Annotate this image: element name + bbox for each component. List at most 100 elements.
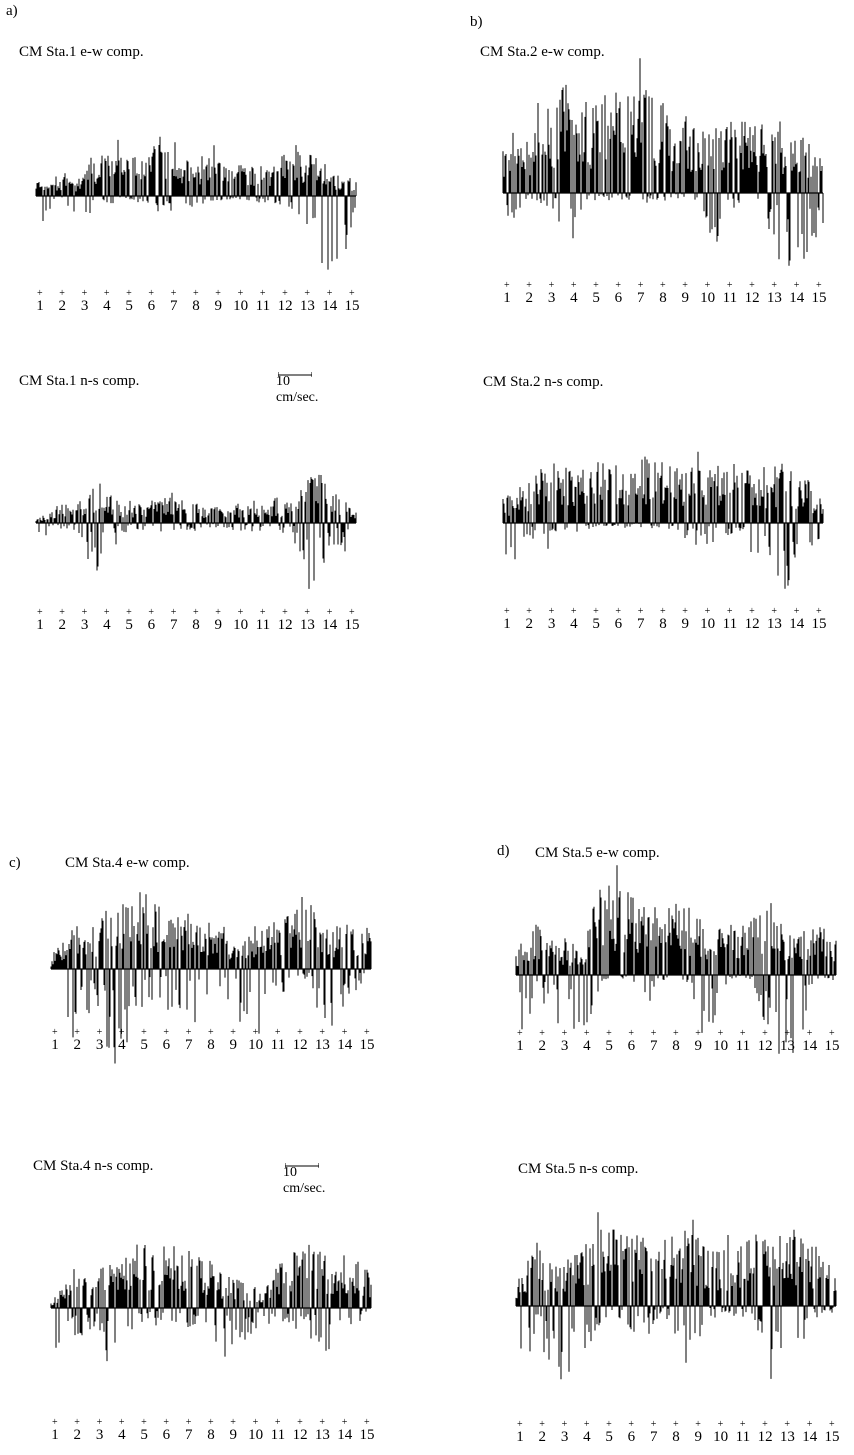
tick-label: 14 <box>337 1037 353 1053</box>
tick-mark: + <box>97 1417 103 1428</box>
tick-label: 4 <box>103 617 111 633</box>
tick-mark: + <box>593 606 599 617</box>
sta2-ew-chart: +1+2+3+4+5+6+7+8+9+10+11+12+13+14+15 <box>502 58 827 306</box>
tick-label: 10 <box>700 616 715 632</box>
tick-label: 2 <box>59 617 67 633</box>
tick-mark: + <box>794 606 800 617</box>
tick-label: 14 <box>802 1038 818 1054</box>
tick-label: 14 <box>322 298 338 314</box>
tick-label: 3 <box>561 1038 569 1054</box>
tick-label: 4 <box>118 1037 126 1053</box>
tick-mark: + <box>208 1027 214 1038</box>
tick-label: 8 <box>672 1429 680 1445</box>
tick-label: 14 <box>337 1427 353 1443</box>
tick-mark: + <box>794 280 800 291</box>
tick-label: 12 <box>758 1429 773 1445</box>
tick-mark: + <box>141 1417 147 1428</box>
trace-bars <box>502 58 824 266</box>
tick-mark: + <box>364 1027 370 1038</box>
tick-label: 5 <box>605 1429 613 1445</box>
velocity-trace <box>515 1212 837 1380</box>
tick-mark: + <box>238 288 244 299</box>
tick-label: 2 <box>74 1427 82 1443</box>
tick-mark: + <box>304 607 310 618</box>
tick-mark: + <box>74 1027 80 1038</box>
velocity-trace <box>50 1244 372 1362</box>
tick-label: 7 <box>185 1427 193 1443</box>
tick-mark: + <box>349 288 355 299</box>
tick-mark: + <box>584 1028 590 1039</box>
tick-mark: + <box>606 1419 612 1430</box>
tick-label: 10 <box>233 617 248 633</box>
tick-label: 11 <box>271 1427 285 1443</box>
tick-mark: + <box>749 280 755 291</box>
sta5-ew-chart: +1+2+3+4+5+6+7+8+9+10+11+12+13+14+15 <box>515 865 840 1054</box>
tick-label: 14 <box>322 617 338 633</box>
velocity-trace <box>35 136 357 270</box>
trace-bars <box>515 865 837 1054</box>
tick-mark: + <box>52 1417 58 1428</box>
sta5-ns-chart: +1+2+3+4+5+6+7+8+9+10+11+12+13+14+15 <box>515 1212 840 1445</box>
tick-label: 1 <box>36 617 44 633</box>
tick-label: 11 <box>736 1038 750 1054</box>
tick-mark: + <box>571 280 577 291</box>
sta4-ew-chart: +1+2+3+4+5+6+7+8+9+10+11+12+13+14+15 <box>50 892 375 1064</box>
tick-mark: + <box>275 1417 281 1428</box>
tick-label: 13 <box>767 290 782 306</box>
velocity-trace <box>502 451 824 589</box>
tick-mark: + <box>816 606 822 617</box>
tick-mark: + <box>193 288 199 299</box>
tick-mark: + <box>230 1027 236 1038</box>
tick-label: 4 <box>103 298 111 314</box>
tick-mark: + <box>275 1027 281 1038</box>
tick-label: 4 <box>570 290 578 306</box>
tick-mark: + <box>784 1028 790 1039</box>
tick-label: 9 <box>682 290 690 306</box>
tick-label: 7 <box>170 298 178 314</box>
trace-bars <box>35 474 357 589</box>
tick-label: 12 <box>278 617 293 633</box>
tick-mark: + <box>364 1417 370 1428</box>
tick-mark: + <box>762 1028 768 1039</box>
tick-label: 9 <box>215 298 223 314</box>
tick-label: 10 <box>713 1429 728 1445</box>
tick-label: 1 <box>516 1038 524 1054</box>
tick-label: 11 <box>736 1429 750 1445</box>
tick-label: 9 <box>695 1038 703 1054</box>
tick-mark: + <box>718 1028 724 1039</box>
tick-label: 13 <box>315 1427 330 1443</box>
tick-label: 6 <box>163 1037 171 1053</box>
tick-label: 6 <box>628 1038 636 1054</box>
tick-mark: + <box>660 280 666 291</box>
tick-mark: + <box>816 280 822 291</box>
sta1-ew-title: CM Sta.1 e-w comp. <box>19 44 144 60</box>
tick-mark: + <box>171 607 177 618</box>
tick-label: 1 <box>51 1427 59 1443</box>
tick-mark: + <box>119 1027 125 1038</box>
tick-label: 4 <box>583 1429 591 1445</box>
tick-label: 5 <box>140 1427 148 1443</box>
tick-label: 9 <box>695 1429 703 1445</box>
tick-mark: + <box>628 1419 634 1430</box>
tick-label: 3 <box>96 1427 104 1443</box>
tick-mark: + <box>705 606 711 617</box>
tick-mark: + <box>327 607 333 618</box>
scale-bar-arrow <box>278 372 312 377</box>
tick-label: 6 <box>615 290 623 306</box>
tick-label: 2 <box>59 298 67 314</box>
panel-a-label: a) <box>6 3 18 19</box>
tick-label: 12 <box>293 1037 308 1053</box>
tick-mark: + <box>562 1419 568 1430</box>
tick-label: 7 <box>185 1037 193 1053</box>
tick-label: 13 <box>767 616 782 632</box>
tick-mark: + <box>186 1417 192 1428</box>
tick-label: 13 <box>300 298 315 314</box>
tick-mark: + <box>208 1417 214 1428</box>
tick-mark: + <box>705 280 711 291</box>
tick-mark: + <box>784 1419 790 1430</box>
tick-label: 3 <box>81 617 89 633</box>
tick-label: 12 <box>758 1038 773 1054</box>
tick-label: 7 <box>650 1429 658 1445</box>
tick-mark: + <box>193 607 199 618</box>
tick-mark: + <box>682 280 688 291</box>
